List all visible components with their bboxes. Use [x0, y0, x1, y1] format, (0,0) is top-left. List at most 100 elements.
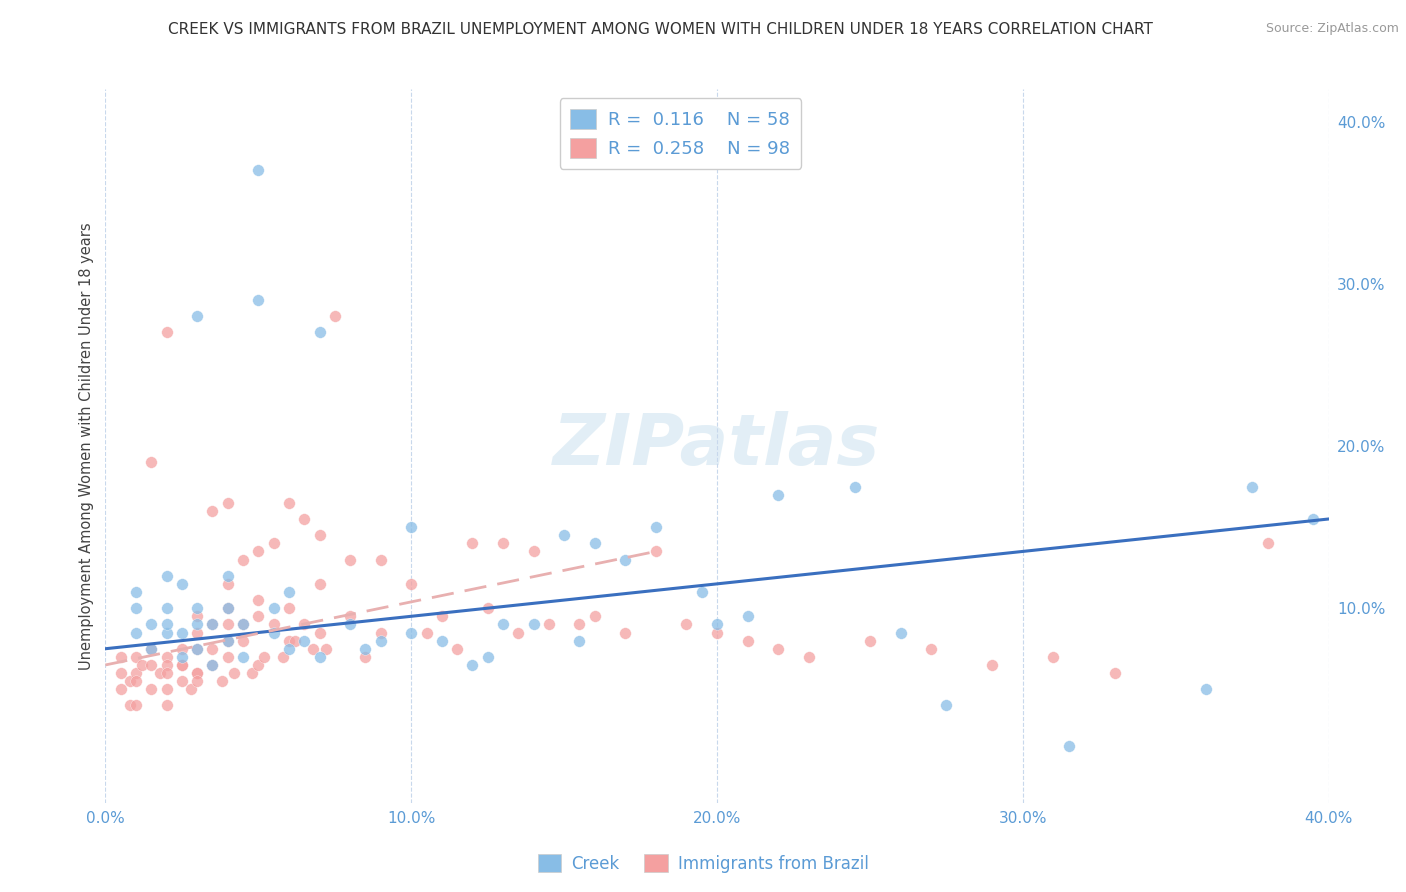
Point: [155, 698, 177, 713]
Point: [614, 625, 637, 640]
Point: [370, 625, 392, 640]
Legend: R =  0.116    N = 58, R =  0.258    N = 98: R = 0.116 N = 58, R = 0.258 N = 98: [560, 98, 801, 169]
Point: [523, 544, 546, 558]
Point: [284, 633, 307, 648]
Point: [217, 496, 239, 510]
Point: [1057, 739, 1080, 753]
Point: [614, 552, 637, 566]
Point: [125, 674, 148, 689]
Point: [981, 657, 1004, 672]
Point: [477, 601, 499, 615]
Point: [155, 617, 177, 632]
Point: [149, 666, 172, 681]
Point: [110, 649, 132, 664]
Point: [141, 682, 163, 697]
Point: [1302, 512, 1324, 526]
Point: [141, 617, 163, 632]
Point: [401, 625, 423, 640]
Point: [170, 657, 193, 672]
Point: [186, 617, 208, 632]
Point: [186, 310, 208, 324]
Point: [186, 666, 208, 681]
Point: [110, 682, 132, 697]
Point: [278, 496, 301, 510]
Text: ZIPatlas: ZIPatlas: [554, 411, 880, 481]
Point: [217, 568, 239, 582]
Point: [170, 674, 193, 689]
Point: [292, 512, 315, 526]
Point: [583, 609, 606, 624]
Point: [889, 625, 911, 640]
Point: [217, 577, 239, 591]
Point: [118, 698, 141, 713]
Point: [186, 609, 208, 624]
Point: [675, 617, 697, 632]
Point: [1241, 479, 1264, 493]
Point: [302, 641, 325, 656]
Point: [247, 163, 270, 178]
Point: [110, 666, 132, 681]
Point: [401, 520, 423, 534]
Point: [125, 625, 148, 640]
Point: [370, 552, 392, 566]
Point: [247, 293, 270, 307]
Point: [155, 666, 177, 681]
Point: [232, 633, 254, 648]
Point: [125, 585, 148, 599]
Point: [232, 617, 254, 632]
Point: [523, 617, 546, 632]
Point: [186, 674, 208, 689]
Point: [232, 552, 254, 566]
Point: [430, 633, 453, 648]
Text: Source: ZipAtlas.com: Source: ZipAtlas.com: [1265, 22, 1399, 36]
Point: [217, 633, 239, 648]
Point: [201, 504, 224, 518]
Point: [797, 649, 820, 664]
Point: [170, 625, 193, 640]
Point: [935, 698, 957, 713]
Point: [308, 528, 330, 542]
Point: [253, 649, 276, 664]
Point: [508, 625, 530, 640]
Point: [644, 520, 666, 534]
Point: [118, 674, 141, 689]
Point: [186, 666, 208, 681]
Point: [768, 641, 790, 656]
Point: [292, 617, 315, 632]
Point: [308, 577, 330, 591]
Point: [217, 617, 239, 632]
Point: [141, 455, 163, 469]
Point: [354, 649, 377, 664]
Point: [240, 666, 263, 681]
Point: [370, 633, 392, 648]
Point: [180, 682, 202, 697]
Point: [278, 585, 301, 599]
Point: [217, 601, 239, 615]
Point: [186, 625, 208, 640]
Point: [247, 544, 270, 558]
Point: [141, 641, 163, 656]
Point: [430, 609, 453, 624]
Point: [211, 674, 233, 689]
Point: [186, 641, 208, 656]
Point: [217, 633, 239, 648]
Point: [339, 609, 361, 624]
Point: [568, 633, 591, 648]
Point: [477, 649, 499, 664]
Point: [186, 601, 208, 615]
Legend: Creek, Immigrants from Brazil: Creek, Immigrants from Brazil: [531, 847, 875, 880]
Point: [125, 601, 148, 615]
Point: [201, 657, 224, 672]
Point: [292, 633, 315, 648]
Point: [247, 593, 270, 607]
Point: [263, 617, 285, 632]
Point: [201, 617, 224, 632]
Point: [155, 601, 177, 615]
Point: [155, 326, 177, 340]
Point: [537, 617, 560, 632]
Point: [737, 633, 759, 648]
Point: [278, 641, 301, 656]
Point: [583, 536, 606, 550]
Point: [155, 657, 177, 672]
Point: [492, 617, 515, 632]
